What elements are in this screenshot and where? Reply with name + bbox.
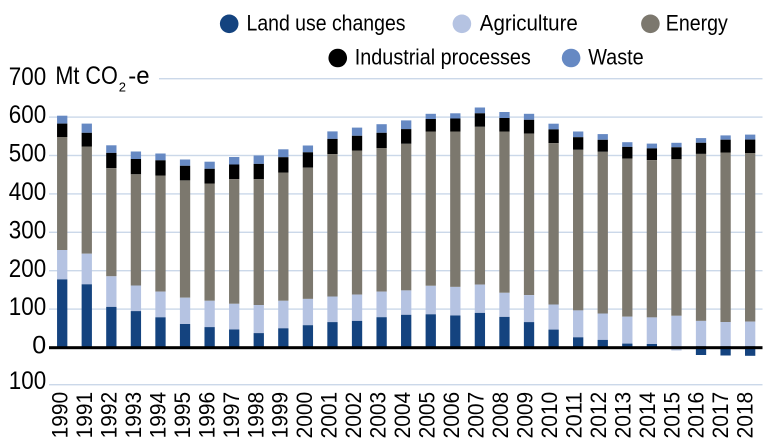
svg-text:2007: 2007 [463, 392, 488, 439]
svg-text:100: 100 [9, 367, 46, 395]
svg-text:1999: 1999 [268, 392, 293, 439]
svg-text:1993: 1993 [121, 392, 146, 439]
svg-text:2013: 2013 [610, 392, 635, 439]
svg-text:2001: 2001 [317, 392, 342, 439]
svg-text:2003: 2003 [366, 392, 391, 439]
svg-text:2005: 2005 [415, 392, 440, 439]
svg-text:2012: 2012 [586, 392, 611, 439]
svg-text:2011: 2011 [561, 392, 586, 439]
svg-text:1992: 1992 [96, 392, 121, 439]
svg-text:-e: -e [128, 62, 149, 90]
svg-text:2: 2 [119, 79, 126, 94]
svg-text:Waste: Waste [588, 44, 644, 69]
svg-text:600: 600 [9, 101, 46, 129]
svg-text:1998: 1998 [243, 392, 268, 439]
svg-text:1995: 1995 [170, 392, 195, 439]
svg-text:1996: 1996 [194, 392, 219, 439]
svg-text:500: 500 [9, 140, 46, 168]
svg-text:2009: 2009 [512, 392, 537, 439]
svg-text:Mt CO: Mt CO [55, 62, 118, 90]
svg-text:2004: 2004 [390, 392, 415, 439]
svg-text:Land use changes: Land use changes [247, 10, 406, 35]
svg-text:2002: 2002 [341, 392, 366, 439]
svg-text:2016: 2016 [684, 392, 709, 439]
svg-text:1997: 1997 [219, 392, 244, 439]
svg-text:2000: 2000 [292, 392, 317, 439]
svg-text:1991: 1991 [72, 392, 97, 439]
svg-text:Agriculture: Agriculture [480, 10, 578, 35]
svg-text:Industrial processes: Industrial processes [355, 44, 531, 69]
svg-text:200: 200 [9, 255, 46, 283]
svg-text:2017: 2017 [708, 392, 733, 439]
svg-text:2018: 2018 [733, 392, 758, 439]
svg-text:700: 700 [9, 63, 46, 91]
svg-text:1994: 1994 [145, 392, 170, 439]
svg-text:1990: 1990 [48, 392, 73, 439]
svg-text:2006: 2006 [439, 392, 464, 439]
svg-text:2015: 2015 [659, 392, 684, 439]
svg-text:2014: 2014 [635, 392, 660, 439]
svg-text:Energy: Energy [666, 10, 728, 35]
svg-text:400: 400 [9, 178, 46, 206]
svg-text:2008: 2008 [488, 392, 513, 439]
svg-text:0: 0 [32, 332, 46, 360]
svg-text:300: 300 [9, 216, 46, 244]
svg-text:100: 100 [9, 293, 46, 321]
svg-text:2010: 2010 [537, 392, 562, 439]
